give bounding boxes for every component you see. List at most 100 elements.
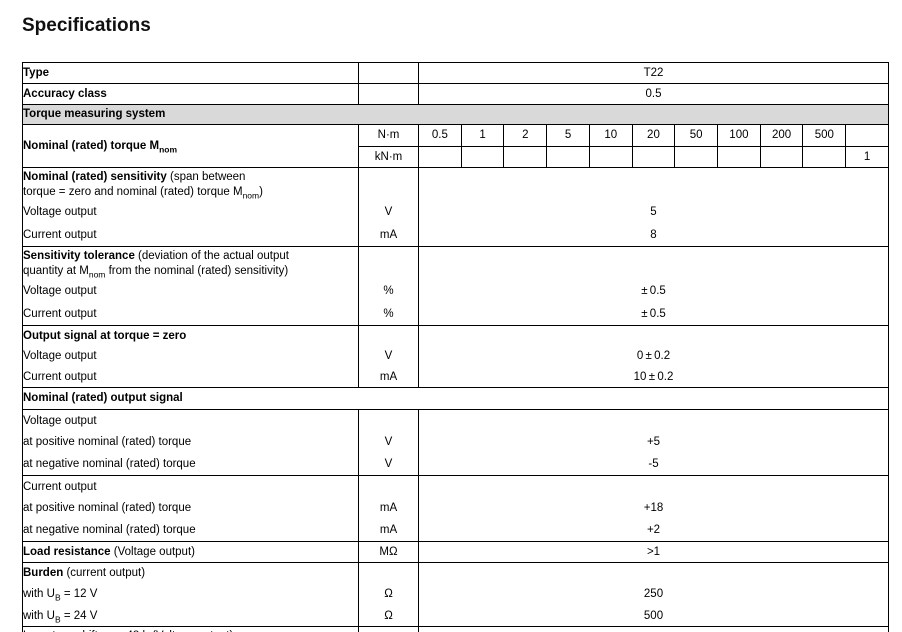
sensitivity-title-cell: Nominal (rated) sensitivity (span betwee… — [22, 167, 359, 202]
torque-value-nm-7: 100 — [717, 124, 761, 147]
torque-value-nm-9: 500 — [802, 124, 846, 147]
sensitivity-title-value-cell — [418, 167, 889, 202]
torque-value-knm-5 — [631, 146, 675, 168]
torque-label-cell: Nominal (rated) torque Mnom — [22, 124, 359, 168]
row-nominal-output-header: Nominal (rated) output signal — [22, 387, 889, 410]
torque-value-knm-7 — [717, 146, 761, 168]
sensitivity-title-line2-pre: torque = zero and nominal (rated) torque… — [23, 185, 243, 198]
row-type: Type T22 — [23, 62, 889, 84]
clipped-row-value-cell — [418, 626, 889, 632]
zero-current-value: 10 ± 0.2 — [418, 366, 889, 388]
sensitivity-title-line2-sub: nom — [242, 190, 260, 201]
current-positive-value: +18 — [418, 497, 889, 520]
tolerance-title-bold: Sensitivity tolerance — [23, 249, 135, 262]
torque-value-nm-2: 2 — [503, 124, 547, 147]
row-voltage-output-title: Voltage output — [22, 409, 889, 432]
torque-value-knm-9 — [802, 146, 846, 168]
current-negative-unit: mA — [358, 519, 419, 542]
tolerance-title-line1: Sensitivity tolerance (deviation of the … — [23, 249, 358, 264]
row-voltage-negative: at negative nominal (rated) torque V -5 — [23, 453, 889, 476]
torque-value-knm-6 — [674, 146, 718, 168]
sensitivity-title-line2-post: ) — [259, 185, 263, 198]
row-zero-current: Current output mA 10 ± 0.2 — [23, 366, 889, 388]
row-voltage-positive: at positive nominal (rated) torque V +5 — [23, 431, 889, 454]
voltage-output-title-label: Voltage output — [22, 409, 359, 432]
type-unit-cell — [358, 62, 419, 84]
accuracy-label: Accuracy class — [22, 83, 359, 105]
torque-value-knm-8 — [759, 146, 803, 168]
page-title: Specifications — [22, 15, 151, 36]
accuracy-value: 0.5 — [418, 83, 889, 105]
burden-title-bold: Burden — [23, 567, 64, 580]
tolerance-current-unit: % — [358, 302, 419, 326]
tolerance-title-line2: quantity at Mnom from the nominal (rated… — [23, 264, 358, 279]
tolerance-title-unit-cell — [358, 246, 419, 281]
torque-value-knm-0 — [418, 146, 462, 168]
sensitivity-voltage-unit: V — [358, 201, 419, 224]
torque-value-knm-1 — [460, 146, 504, 168]
burden-title-cell: Burden (current output) — [22, 562, 359, 584]
sensitivity-current-label: Current output — [23, 228, 97, 241]
voltage-positive-unit: V — [358, 431, 419, 454]
torque-value-knm-4 — [588, 146, 633, 168]
row-zero-voltage: Voltage output V 0 ± 0.2 — [23, 345, 889, 367]
row-tolerance-current: Current output % ± 0.5 — [23, 302, 889, 326]
torque-value-nm-1: 1 — [460, 124, 504, 147]
torque-value-nm-0: 0.5 — [418, 124, 462, 147]
nominal-output-header-label: Nominal (rated) output signal — [22, 387, 889, 410]
zero-title-value-cell — [418, 325, 889, 346]
burden-24v-unit: Ω — [358, 605, 419, 627]
torque-value-knm-2 — [503, 146, 547, 168]
current-output-title-value-cell — [418, 475, 889, 498]
row-zero-title: Output signal at torque = zero — [22, 325, 889, 346]
current-negative-value: +2 — [418, 519, 889, 542]
zero-voltage-value: 0 ± 0.2 — [418, 345, 889, 367]
specifications-table: Type T22 Accuracy class 0.5 Torque measu… — [22, 62, 889, 632]
row-current-output-title: Current output — [22, 475, 889, 498]
burden-12v-label-post: = 12 V — [60, 588, 98, 601]
row-tolerance-voltage: Voltage output % ± 0.5 — [23, 280, 889, 303]
burden-24v-label-cell: with UB = 24 V — [23, 606, 359, 627]
clipped-row-unit-cell — [358, 626, 419, 632]
sensitivity-current-value: 8 — [418, 223, 889, 247]
zero-voltage-unit: V — [358, 345, 419, 367]
tolerance-voltage-label: Voltage output — [23, 285, 97, 298]
torque-value-nm-3: 5 — [546, 124, 590, 147]
zero-title-unit-cell — [358, 325, 419, 346]
load-resistance-value: >1 — [418, 541, 889, 563]
voltage-negative-value: -5 — [418, 453, 889, 476]
current-output-title-unit-cell — [358, 475, 419, 498]
row-load-resistance: Load resistance (Voltage output) MΩ >1 — [22, 541, 889, 563]
sensitivity-title-line1: Nominal (rated) sensitivity (span betwee… — [23, 170, 358, 185]
tolerance-title-line2-post: from the nominal (rated) sensitivity) — [105, 264, 289, 277]
sensitivity-title-line2: torque = zero and nominal (rated) torque… — [23, 185, 358, 200]
tolerance-title-cell: Sensitivity tolerance (deviation of the … — [22, 246, 359, 281]
burden-12v-unit: Ω — [358, 583, 419, 606]
load-resistance-label-bold: Load resistance — [23, 545, 111, 558]
row-burden-12v: with UB = 12 V Ω 250 — [23, 583, 889, 606]
voltage-output-title-value-cell — [418, 409, 889, 432]
burden-24v-value: 500 — [418, 605, 889, 627]
row-accuracy-class: Accuracy class 0.5 — [22, 83, 889, 105]
torque-label-subscript: nom — [159, 144, 178, 155]
burden-12v-label-pre: with U — [23, 588, 55, 601]
zero-current-label: Current output — [23, 370, 97, 383]
current-negative-label: at negative nominal (rated) torque — [23, 524, 196, 537]
type-label: Type — [23, 66, 49, 79]
row-burden-24v: with UB = 24 V Ω 500 — [23, 605, 889, 627]
burden-24v-label-post: = 24 V — [60, 609, 98, 622]
tolerance-title-rest: (deviation of the actual output — [134, 249, 289, 262]
burden-24v-label-pre: with U — [23, 609, 55, 622]
current-output-title-label: Current output — [22, 475, 359, 498]
sensitivity-title-unit-cell — [358, 167, 419, 202]
zero-current-unit: mA — [358, 366, 419, 388]
row-tolerance-title: Sensitivity tolerance (deviation of the … — [22, 246, 889, 281]
row-sensitivity-current: Current output mA 8 — [23, 223, 889, 247]
voltage-output-title-unit-cell — [358, 409, 419, 432]
burden-title-unit-cell — [358, 562, 419, 584]
torque-value-nm-5: 20 — [631, 124, 675, 147]
torque-value-nm-6: 50 — [674, 124, 718, 147]
tolerance-title-line2-sub: nom — [88, 269, 106, 280]
tolerance-voltage-unit: % — [358, 280, 419, 303]
